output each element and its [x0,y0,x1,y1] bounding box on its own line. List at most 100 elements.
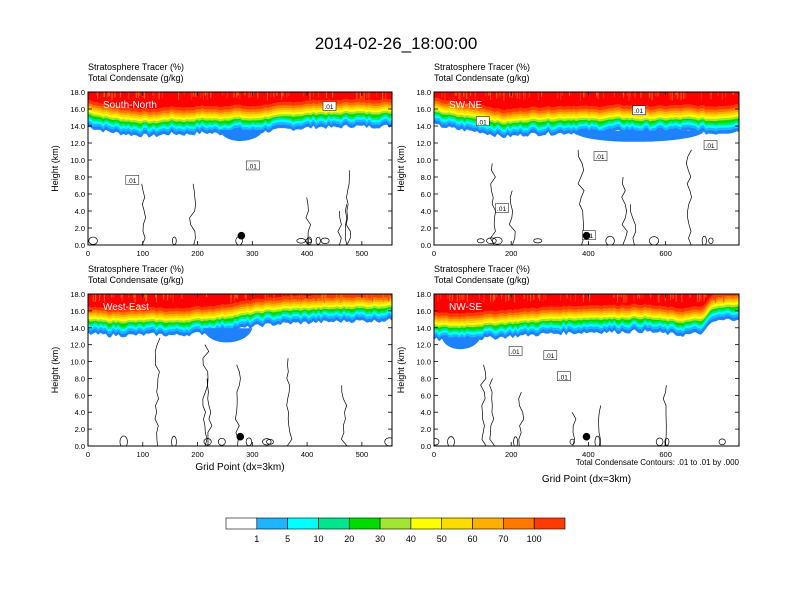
y-tick-label: 12.0 [70,139,85,148]
condensate-contour [286,358,293,446]
tracer-streak [257,92,259,99]
tracer-streak [561,92,563,96]
condensate-contour [492,236,503,245]
contour-label-box [543,350,558,360]
tracer-streak [721,92,723,100]
y-tick-label: 8.0 [75,173,85,182]
tracer-streak [689,294,691,298]
tracer-streak [166,294,169,301]
tracer-streak [122,294,124,300]
x-tick-label: 100 [137,450,150,459]
tracer-streak [582,294,584,303]
tracer-streak [677,92,679,98]
y-axis-label: Height (km) [50,347,60,394]
condensate-contour [598,405,602,446]
colorbar-label: 1 [254,534,259,544]
y-tick-label: 14.0 [416,324,431,333]
contour-label: .01 [543,350,558,360]
y-tick-label: 8.0 [421,173,431,182]
tracer-streak [530,294,532,302]
colorbar-box [410,517,443,530]
contour-label-text: .01 [324,104,333,111]
tracer-streak [331,294,333,301]
tracer-streak [309,92,311,101]
panels: Stratosphere Tracer (%) Total Condensate … [50,62,740,485]
tracer-streak [675,294,677,302]
tracer-streak [658,294,660,303]
condensate-contour [513,436,518,446]
contour-label-text: .01 [497,206,506,213]
location-marker [582,231,591,240]
tracer-streak [537,92,539,101]
tracer-streak [732,92,734,95]
tracer-streak [291,294,293,302]
tracer-streak [583,92,585,98]
condensate-contours [119,337,392,446]
tracer-streak [509,92,511,98]
panel-title-line2: Total Condensate (g/kg) [434,73,530,83]
condensate-contour [533,238,543,244]
tracer-streak [509,294,511,300]
tracer-streak [289,294,291,300]
contour-label-text: .01 [634,108,643,115]
tracer-streak [134,294,136,303]
tracer-streak [233,92,235,98]
y-tick-label: 16.0 [70,105,85,114]
tracer-streak [376,92,378,98]
tracer-streak [685,92,687,98]
tracer-streak [626,92,629,96]
y-tick-label: 16.0 [70,307,85,316]
tracer-streak [676,92,678,100]
tracer-streak [369,294,371,301]
tracer-streak [114,92,116,98]
tracer-streak [441,92,443,98]
y-tick-label: 8.0 [75,374,85,383]
panel-title-line2: Total Condensate (g/kg) [434,275,530,285]
tracer-streak [527,294,529,302]
tracer-streak [623,294,625,303]
condensate-contour [217,437,226,446]
tracer-streak [113,294,115,298]
tracer-streak [651,92,653,101]
y-tick-label: 6.0 [421,190,431,199]
panel-3: Stratosphere Tracer (%)Total Condensate … [50,264,393,473]
x-tick-label: 600 [659,249,672,258]
tracer-streak [451,294,453,302]
panel-title-line1: Stratosphere Tracer (%) [88,62,184,72]
tracer-streak [317,92,320,98]
condensate-contour [296,238,306,244]
x-tick-label: 200 [505,249,518,258]
tracer-streak [244,294,246,299]
contour-label-text: .01 [545,353,554,360]
tracer-streak [248,92,250,99]
panel-label: NW-SE [449,302,482,313]
tracer-streak [382,294,384,303]
tracer-streak [192,92,194,97]
tracer-streak [145,294,147,301]
plot-frame [87,91,393,246]
y-tick-label: 2.0 [75,425,85,434]
y-tick-label: 0.0 [75,241,85,250]
tracer-streak [670,294,672,301]
tracer-streak [624,294,627,303]
contour-label-box [495,203,509,213]
colorbar-label: 10 [313,534,323,544]
tracer-streak [669,92,671,100]
y-tick-label: 10.0 [416,358,431,367]
contour-label-box [632,105,646,115]
tracer-streak [490,294,492,302]
tracer-streak [455,92,457,96]
tracer-streak [640,92,642,99]
tracer-streak [488,92,490,96]
tracer-streak [332,92,334,98]
tracer-streak [133,294,135,299]
colorbar-label: 50 [437,534,447,544]
condensate-contour [605,235,615,245]
tracer-streak [511,92,513,98]
tracer-streak [96,92,98,96]
tracer-streak [459,294,461,299]
tracer-streak [613,294,615,298]
colorbar-label: 70 [498,534,508,544]
colorbar-box [287,517,319,530]
contour-label: .01 [495,203,509,213]
